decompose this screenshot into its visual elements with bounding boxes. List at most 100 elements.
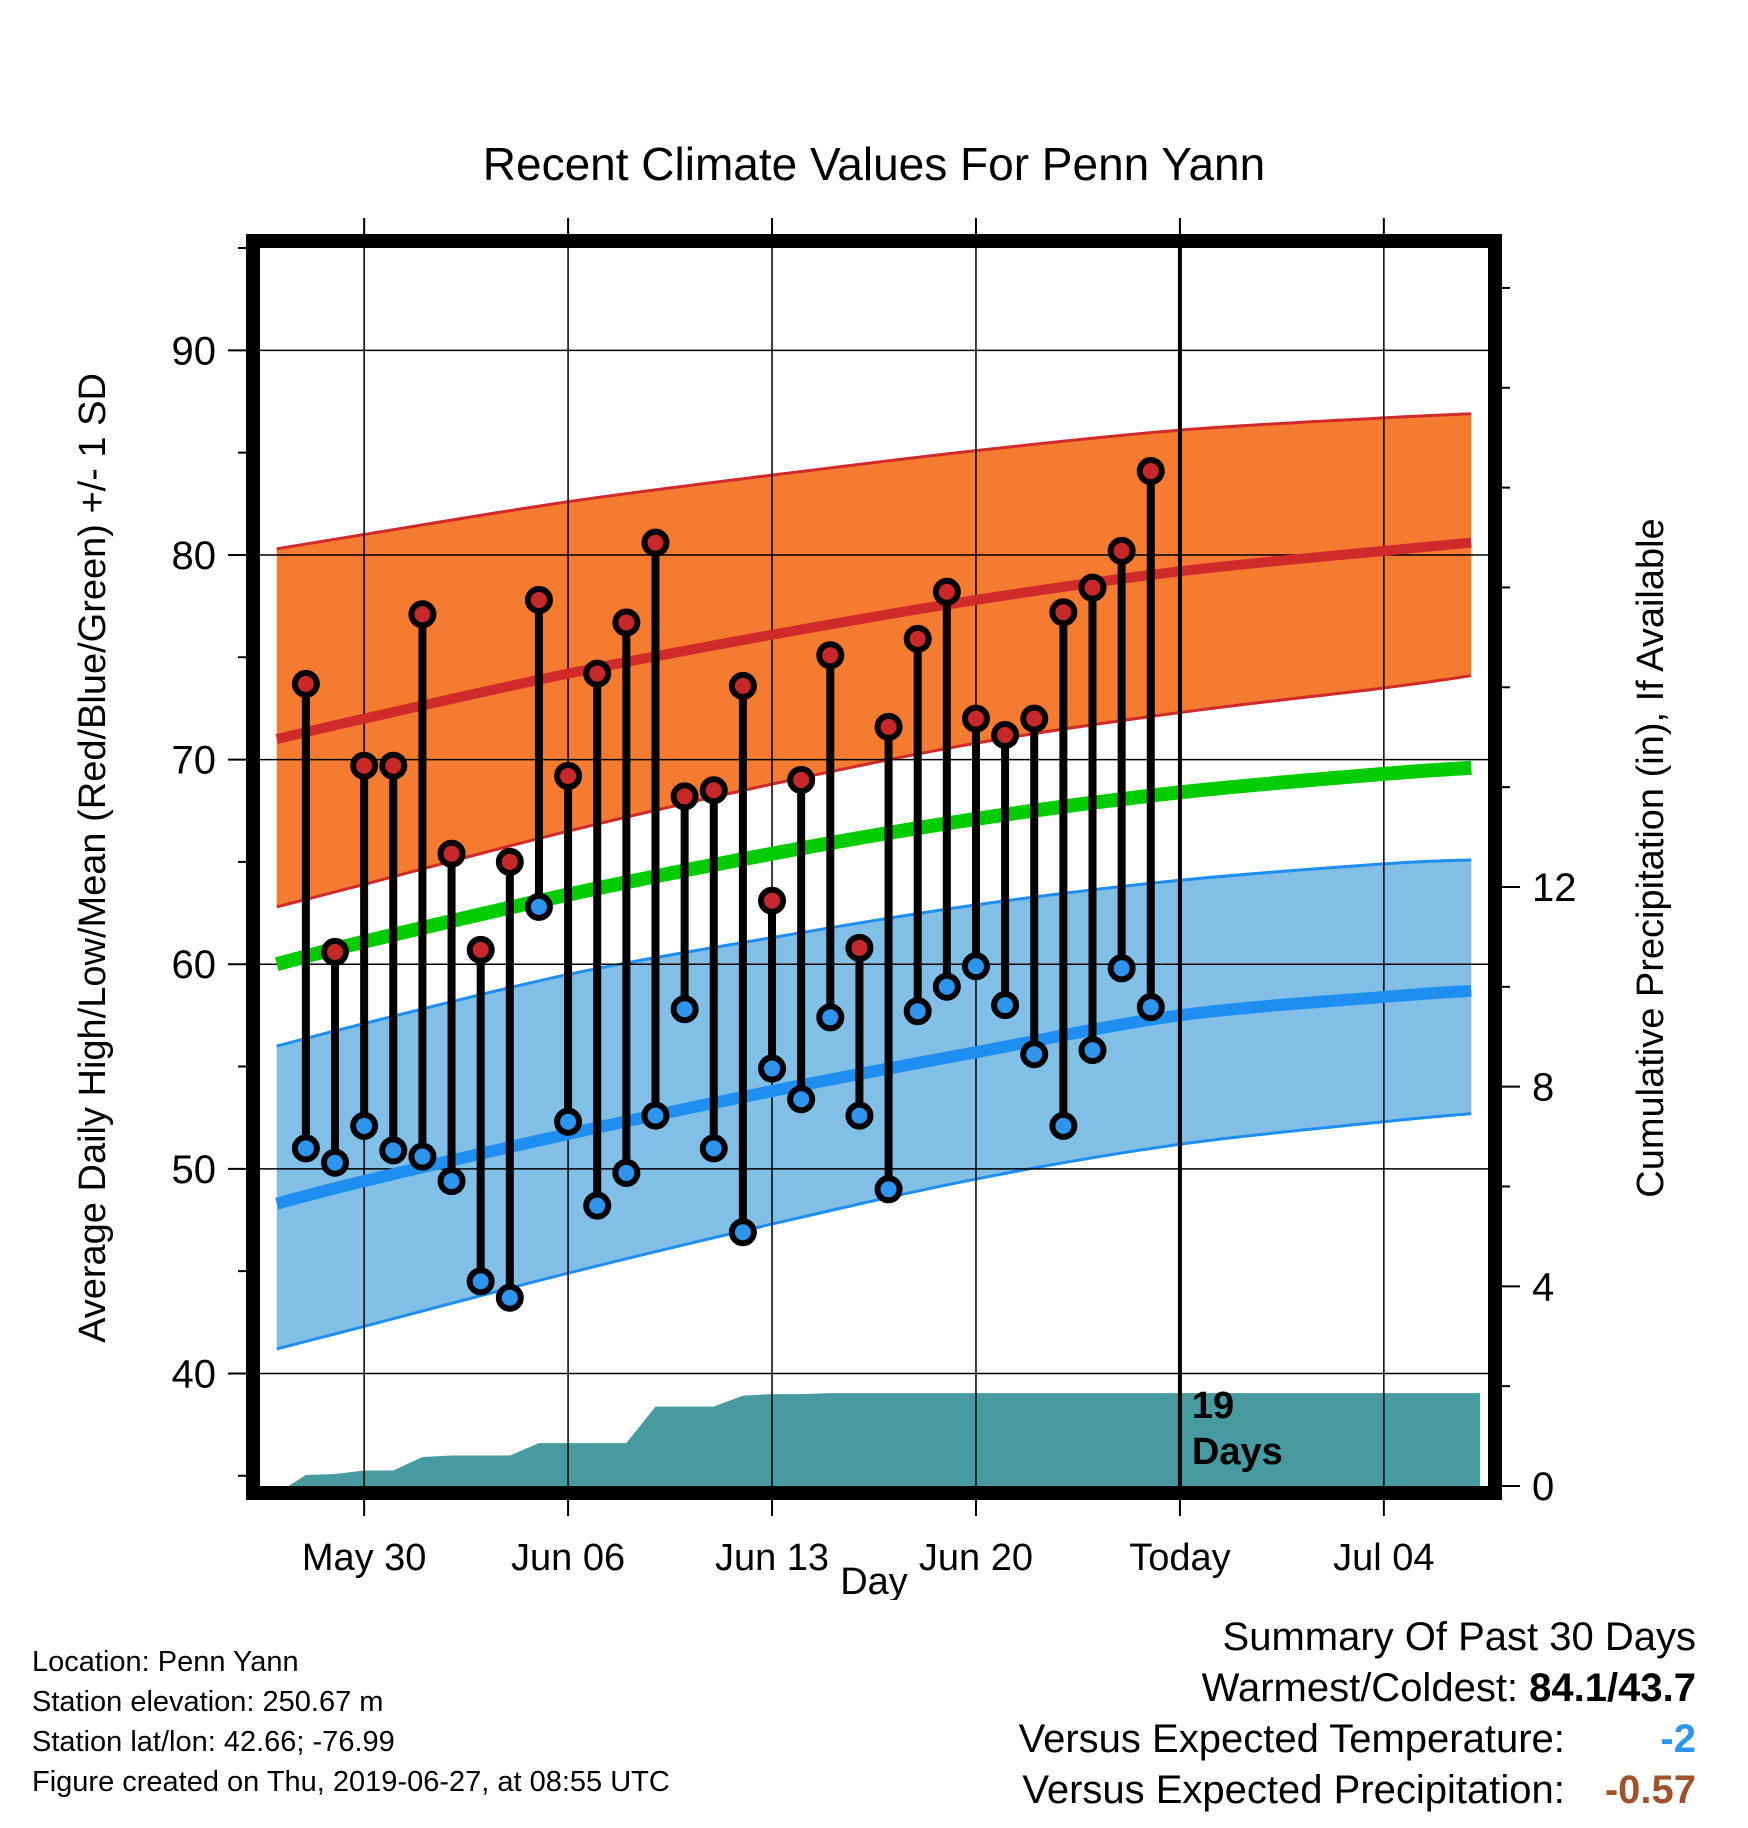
daily-high-point (961, 704, 990, 733)
y2-tick-label: 12 (1532, 866, 1577, 910)
daily-low-point (350, 1111, 379, 1140)
x-tick-label: Today (1129, 1537, 1230, 1579)
daily-low-point (728, 1218, 757, 1247)
y-tick-label: 50 (172, 1148, 217, 1192)
daily-low-point (816, 1003, 845, 1032)
summary-heading: Summary Of Past 30 Days (1222, 1615, 1696, 1659)
y2-tick-label: 8 (1532, 1066, 1554, 1110)
daily-high-point (816, 641, 845, 670)
daily-high-point (495, 847, 524, 876)
x-tick-label: Jun 20 (919, 1537, 1033, 1579)
daily-low-point (466, 1267, 495, 1296)
precip-area (288, 1393, 1480, 1486)
x-axis-label: Day (840, 1561, 908, 1600)
daily-low-point (991, 991, 1020, 1020)
daily-low-point (932, 972, 961, 1001)
daily-low-point (699, 1134, 728, 1163)
daily-low-point (437, 1167, 466, 1196)
daily-high-point (1136, 457, 1165, 486)
temp-departure-row: Versus Expected Temperature: -2 (1019, 1714, 1696, 1765)
daily-low-point (903, 997, 932, 1026)
daily-low-point (612, 1158, 641, 1187)
daily-high-point (1049, 598, 1078, 627)
y-tick-label: 80 (172, 534, 217, 578)
daily-high-point (583, 659, 612, 688)
temp-departure-value: -2 (1660, 1717, 1696, 1761)
daily-high-point (728, 671, 757, 700)
station-info: Location: Penn Yann Station elevation: 2… (32, 1642, 670, 1802)
daily-low-point (524, 892, 553, 921)
chart-title: Recent Climate Values For Penn Yann (483, 138, 1265, 190)
daily-high-point (1078, 573, 1107, 602)
daily-high-point (321, 937, 350, 966)
daily-low-point (321, 1148, 350, 1177)
today-days-label-1: 19 (1192, 1385, 1234, 1427)
daily-high-point (1020, 704, 1049, 733)
daily-high-point (466, 935, 495, 964)
daily-high-point (554, 761, 583, 790)
y-tick-label: 60 (172, 943, 217, 987)
daily-high-point (1107, 536, 1136, 565)
y2-axis-label: Cumulative Precipitation (in), If Availa… (1630, 518, 1672, 1197)
daily-low-point (291, 1134, 320, 1163)
temp-departure-label: Versus Expected Temperature: (1018, 1717, 1565, 1761)
daily-high-point (903, 624, 932, 653)
location-text: Location: Penn Yann (32, 1646, 299, 1678)
daily-high-point (641, 528, 670, 557)
daily-high-point (524, 585, 553, 614)
y-tick-label: 40 (172, 1352, 217, 1396)
daily-low-point (787, 1085, 816, 1114)
low-sd-lower-edge (276, 1112, 1472, 1351)
daily-low-point (874, 1175, 903, 1204)
daily-low-point (583, 1191, 612, 1220)
daily-high-point (932, 577, 961, 606)
daily-low-point (641, 1101, 670, 1130)
daily-high-point (291, 669, 320, 698)
daily-low-point (379, 1136, 408, 1165)
daily-high-point (670, 782, 699, 811)
daily-high-point (845, 933, 874, 962)
daily-high-point (874, 712, 903, 741)
x-tick-label: Jun 13 (715, 1537, 829, 1579)
daily-high-point (612, 608, 641, 637)
daily-high-point (787, 766, 816, 795)
precip-departure-value: -0.57 (1604, 1768, 1696, 1812)
warmest-coldest-value: 84.1/43.7 (1529, 1666, 1696, 1710)
daily-low-point (1078, 1036, 1107, 1065)
daily-low-point (495, 1283, 524, 1312)
y-tick-label: 70 (172, 739, 217, 783)
low-sd-band (276, 859, 1472, 1349)
warmest-coldest-label: Warmest/Coldest: (1201, 1666, 1519, 1710)
daily-low-point (408, 1142, 437, 1171)
daily-low-point (758, 1054, 787, 1083)
daily-high-point (408, 600, 437, 629)
daily-high-point (350, 751, 379, 780)
daily-high-point (699, 776, 728, 805)
summary-panel: Summary Of Past 30 Days Warmest/Coldest:… (1019, 1612, 1696, 1816)
daily-high-point (437, 839, 466, 868)
daily-low-point (554, 1107, 583, 1136)
daily-low-point (670, 995, 699, 1024)
daily-high-point (379, 751, 408, 780)
y-tick-label: 90 (172, 329, 217, 373)
plot-frame (246, 234, 1502, 1500)
daily-low-point (845, 1101, 874, 1130)
latlon-text: Station lat/lon: 42.66; -76.99 (32, 1726, 395, 1758)
created-text: Figure created on Thu, 2019-06-27, at 08… (32, 1766, 670, 1798)
x-tick-label: May 30 (302, 1537, 427, 1579)
warmest-coldest-row: Warmest/Coldest: 84.1/43.7 (1019, 1663, 1696, 1714)
precip-departure-label: Versus Expected Precipitation: (1022, 1768, 1565, 1812)
x-tick-label: Jun 06 (511, 1537, 625, 1579)
daily-low-point (961, 952, 990, 981)
elevation-text: Station elevation: 250.67 m (32, 1686, 384, 1718)
precip-departure-row: Versus Expected Precipitation: -0.57 (1019, 1765, 1696, 1816)
y2-tick-label: 0 (1532, 1465, 1554, 1509)
daily-low-point (1107, 954, 1136, 983)
y2-tick-label: 4 (1532, 1265, 1554, 1309)
daily-high-point (991, 721, 1020, 750)
daily-low-point (1136, 993, 1165, 1022)
high-sd-upper-edge (276, 412, 1472, 551)
today-days-label-2: Days (1192, 1431, 1283, 1473)
